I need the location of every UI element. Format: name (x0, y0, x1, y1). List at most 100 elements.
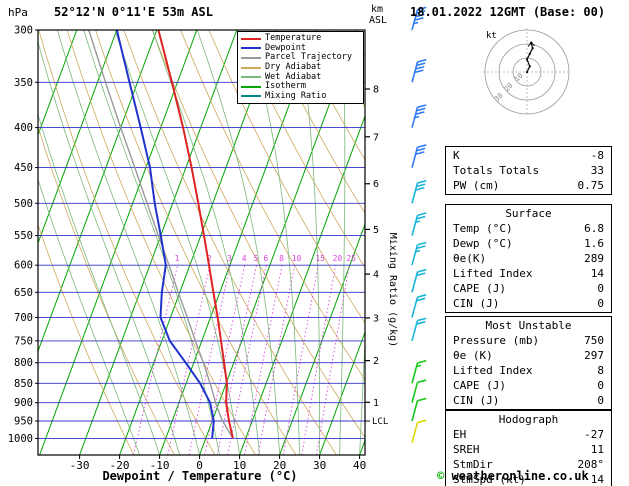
row-label: CAPE (J) (453, 282, 506, 295)
temp-tick-label: 30 (313, 459, 326, 472)
wind-barb-tick (414, 17, 424, 21)
row-value: 14 (590, 267, 604, 280)
row-value: 14 (590, 473, 604, 486)
wind-barb-half-tick (415, 249, 421, 253)
km-tick-label: 8 (373, 85, 379, 96)
index-row: K -8 (446, 148, 611, 163)
mixing-ratio-label: 20 (333, 254, 343, 263)
mixing-ratio-label: 4 (242, 254, 247, 263)
index-value: 0.75 (577, 179, 605, 192)
hodograph-ring (498, 43, 556, 101)
pressure-lines (38, 30, 365, 439)
mixing-ratio-line-swatch (241, 95, 261, 98)
hodo-row: StmDir 208° (446, 457, 611, 472)
wind-barb-tick (415, 65, 425, 70)
hodograph-ring-label: 30 (493, 91, 505, 103)
hodograph-arrowhead (527, 42, 532, 47)
hodo-row: SREH 11 (446, 442, 611, 457)
hodograph-trace-point (528, 52, 531, 55)
mixing-ratio-label: 10 (292, 254, 302, 263)
index-label: Totals Totals (453, 164, 540, 177)
dry-adiabat-line-swatch (241, 66, 261, 69)
wind-barb-tick (415, 151, 425, 155)
row-value: 0 (597, 282, 604, 295)
wind-barbs (411, 6, 427, 444)
wind-barb-tick (417, 379, 427, 384)
legend-item: Mixing Ratio (241, 91, 360, 102)
pressure-tick-label: 600 (14, 260, 33, 272)
pressure-tick-label: 300 (14, 25, 33, 37)
row-label: SREH (453, 443, 480, 456)
pressure-tick-label: 700 (14, 312, 33, 324)
surface-box-title: Surface (505, 207, 552, 220)
wind-barb-tick (416, 245, 426, 250)
row-value: 297 (584, 349, 604, 362)
row-value: 8 (597, 364, 604, 377)
row-label: StmDir (453, 458, 493, 471)
temperature-curve (157, 30, 234, 439)
wind-barb-tick (416, 320, 426, 325)
legend-item: Dewpoint (241, 43, 360, 54)
index-value: -8 (590, 149, 604, 162)
mixing-ratio-label: 3 (227, 254, 232, 263)
row-label: θe (K) (453, 349, 493, 362)
legend-label: Parcel Trajectory (265, 52, 352, 63)
wind-barb-tick (416, 10, 426, 14)
parcel-trajectory-curve (88, 30, 234, 439)
hodograph-arrowhead (530, 42, 536, 46)
hodo-row: EH -27 (446, 427, 611, 442)
index-value: 33 (590, 164, 604, 177)
legend-item: Dry Adiabat (241, 63, 360, 73)
wind-barb-tick (417, 104, 427, 109)
legend-label: Dry Adiabat (265, 62, 322, 73)
wind-barb-tick (416, 272, 426, 277)
row-label: CIN (J) (453, 297, 500, 310)
parcel-line-swatch (241, 56, 261, 59)
mu-row: Lifted Index 8 (446, 363, 611, 378)
wind-barb-tick (417, 268, 427, 273)
hodograph-trace (526, 42, 534, 73)
temperature-line-swatch (241, 37, 261, 40)
pressure-tick-label: 450 (14, 162, 33, 174)
wind-barb-tick (416, 62, 426, 67)
wind-barb-tick (416, 183, 426, 188)
km-tick-label: 7 (373, 132, 379, 143)
copyright-text: weatheronline.co.uk (444, 469, 589, 483)
pressure-tick-label: 400 (14, 122, 33, 134)
wind-barb-tick (416, 297, 426, 302)
row-label: Lifted Index (453, 267, 533, 280)
km-tick-label: 3 (373, 313, 379, 324)
row-label: CIN (J) (453, 394, 500, 407)
mixing-ratio-label: 25 (346, 254, 356, 263)
date-title: 18.01.2022 12GMT (Base: 00) (410, 5, 606, 19)
row-label: θe(K) (453, 252, 487, 265)
temp-tick-label: -30 (70, 459, 90, 472)
wind-barb-half-tick (415, 220, 421, 224)
row-label: Temp (°C) (453, 222, 513, 235)
temp-tick-label: -20 (110, 459, 130, 472)
wind-barb-tick (417, 317, 427, 322)
mixing-ratio-label: 5 (254, 254, 259, 263)
wind-barb-tick (417, 144, 427, 149)
km-tick-label: 6 (373, 179, 379, 190)
wind-barb-half-tick (414, 115, 420, 119)
legend-item: Isotherm (241, 82, 360, 92)
index-row: PW (cm) 0.75 (446, 178, 611, 193)
hodo-row: StmSpd (kt) 14 (446, 472, 611, 486)
skewt-chart: 1 2 3 4 5 6 8 10 15 20 253003504004505005506006507… (8, 4, 427, 483)
mixing-ratio-label: 2 (207, 254, 212, 263)
isotherm-line-swatch (241, 85, 261, 88)
wind-barb-tick (417, 359, 427, 364)
row-value: 289 (584, 252, 604, 265)
index-row: Totals Totals 33 (446, 163, 611, 178)
dewpoint-curve (115, 30, 215, 439)
row-label: Dewp (°C) (453, 237, 513, 250)
surface-box: Surface Temp (°C) 6.8 Dewp (°C) 1.6 θe(K… (445, 204, 612, 313)
wind-barb-staff (411, 422, 419, 444)
row-label: CAPE (J) (453, 379, 506, 392)
pressure-tick-label: 500 (14, 198, 33, 210)
wind-barb-half-tick (416, 364, 422, 368)
legend-item: Parcel Trajectory (241, 53, 360, 63)
